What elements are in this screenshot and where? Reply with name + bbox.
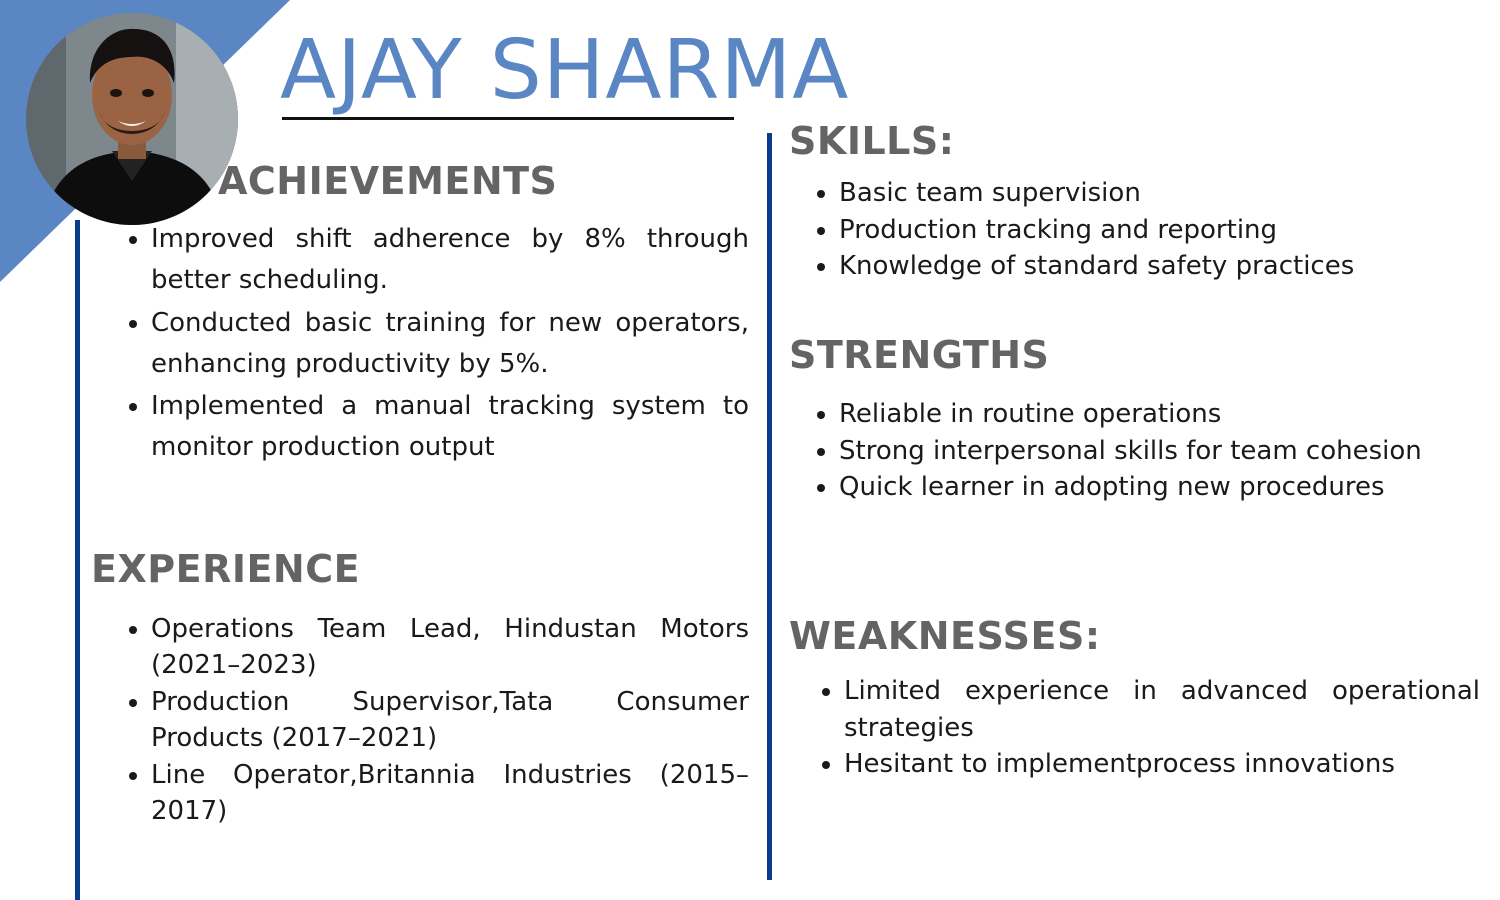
list-item: Line Operator,Britannia Industries (2015… xyxy=(151,757,749,829)
strengths-list: Reliable in routine operations Strong in… xyxy=(779,396,1500,506)
name-underline xyxy=(282,117,734,120)
achievements-heading: ACHIEVEMENTS xyxy=(218,159,558,203)
profile-photo-illustration xyxy=(26,13,238,225)
center-divider-line xyxy=(767,133,772,880)
list-item: Hesitant to implementprocess innovations xyxy=(844,746,1480,783)
experience-heading: EXPERIENCE xyxy=(91,547,361,591)
left-divider-line xyxy=(75,220,80,900)
list-item: Production Supervisor,Tata Consumer Prod… xyxy=(151,684,749,756)
list-item: Basic team supervision xyxy=(839,175,1499,212)
list-item: Improved shift adherence by 8% through b… xyxy=(151,219,749,301)
experience-list: Operations Team Lead, Hindustan Motors (… xyxy=(91,611,749,830)
list-item: Conducted basic training for new operato… xyxy=(151,303,749,385)
weaknesses-list: Limited experience in advanced operation… xyxy=(784,673,1480,783)
skills-list: Basic team supervision Production tracki… xyxy=(779,175,1499,285)
list-item: Implemented a manual tracking system to … xyxy=(151,386,749,468)
candidate-name: AJAY SHARMA xyxy=(280,23,850,118)
list-item: Knowledge of standard safety practices xyxy=(839,248,1499,285)
profile-photo xyxy=(26,13,238,225)
list-item: Operations Team Lead, Hindustan Motors (… xyxy=(151,611,749,683)
list-item: Quick learner in adopting new procedures xyxy=(839,469,1500,506)
list-item: Strong interpersonal skills for team coh… xyxy=(839,433,1500,470)
list-item: Limited experience in advanced operation… xyxy=(844,673,1480,746)
weaknesses-heading: WEAKNESSES: xyxy=(789,614,1101,658)
list-item: Production tracking and reporting xyxy=(839,212,1499,249)
strengths-heading: STRENGTHS xyxy=(789,333,1050,377)
list-item: Reliable in routine operations xyxy=(839,396,1500,433)
skills-heading: SKILLS: xyxy=(789,119,955,163)
achievements-list: Improved shift adherence by 8% through b… xyxy=(91,219,749,470)
